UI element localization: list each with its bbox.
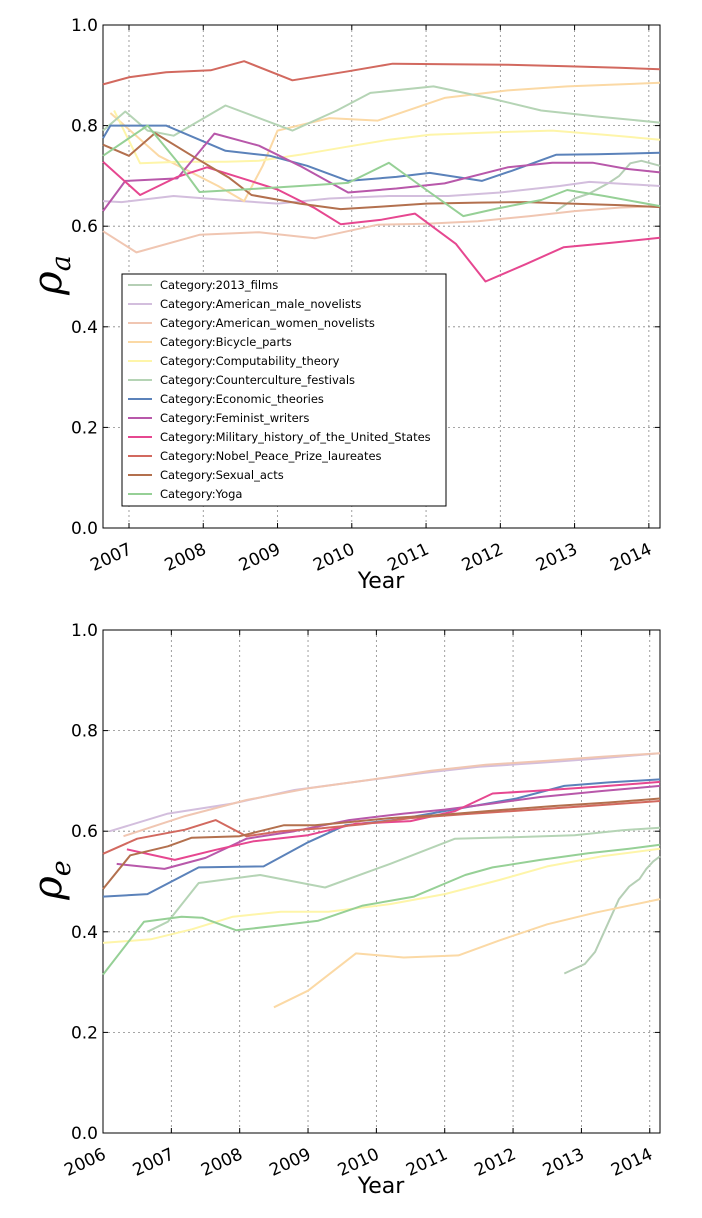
legend-label: Category:2013_films — [160, 278, 278, 292]
legend-label: Category:Yoga — [160, 487, 242, 501]
x-tick-label: 2007 — [87, 539, 135, 575]
chart-bottom-xlabel: Year — [357, 1174, 406, 1199]
x-tick-label: 2008 — [198, 1144, 246, 1180]
x-tick-label: 2014 — [607, 539, 655, 575]
series-line-computability-theory — [113, 110, 661, 165]
chart-top-ylabel-symbol: ρ — [25, 271, 71, 296]
chart-bottom-ylabel-symbol: ρ — [25, 876, 71, 901]
chart-bottom-ylabel-subscript: e — [46, 860, 77, 876]
chart-bottom-yticks: 0.0 0.2 0.4 0.6 0.8 1.0 — [71, 621, 660, 1144]
x-tick-label: 2014 — [608, 1144, 656, 1180]
x-tick-label: 2011 — [403, 1144, 451, 1180]
series-line-yoga — [102, 124, 661, 218]
x-tick-label: 2009 — [236, 539, 284, 575]
series-line-sexual-acts — [102, 132, 661, 211]
y-tick-label: 0.4 — [71, 923, 98, 943]
series-line-nobel-peace-prize-laureates — [102, 800, 661, 855]
legend-label: Category:Computability_theory — [160, 354, 340, 368]
series-line-yoga — [102, 843, 661, 976]
series-line-2013-films — [555, 159, 661, 212]
x-tick-label: 2012 — [459, 539, 507, 575]
chart-bottom: 0.00.20.40.60.81.0 2006 2007 2008 2009 2010 2… — [25, 621, 661, 1199]
chart-bottom-plot-area — [102, 629, 661, 1134]
y-tick-label: 1.0 — [71, 621, 98, 641]
x-tick-label: 2012 — [472, 1144, 520, 1180]
chart-top-yticks: 0.0 0.2 0.4 0.6 0.8 1.0 — [71, 16, 660, 539]
chart-top-xlabel: Year — [357, 569, 406, 594]
y-tick-label: 0.2 — [71, 418, 98, 438]
y-tick-label: 0.6 — [71, 822, 98, 842]
series-line-bicycle-parts — [273, 898, 661, 1009]
series-line-feminist-writers — [116, 784, 661, 870]
y-tick-label: 0.6 — [71, 217, 98, 237]
x-tick-label: 2013 — [540, 1144, 588, 1180]
x-tick-label: 2006 — [61, 1144, 109, 1180]
legend-label: Category:Nobel_Peace_Prize_laureates — [160, 449, 382, 463]
x-tick-label: 2010 — [310, 539, 358, 575]
y-tick-label: 0.8 — [71, 117, 98, 137]
chart-top: 0.00.20.40.60.81.0 2007 2008 2009 2010 2011 2… — [25, 16, 661, 594]
series-line-economic-theories — [102, 124, 661, 182]
chart-top-ylabel-subscript: a — [46, 255, 77, 271]
series-line-american-women-novelists — [123, 752, 661, 838]
legend-label: Category:Military_history_of_the_United_… — [160, 430, 431, 444]
chart-bottom-series — [102, 752, 661, 1009]
legend-label: Category:Sexual_acts — [160, 468, 284, 482]
series-line-counterculture-festivals — [102, 85, 661, 137]
legend-label: Category:Bicycle_parts — [160, 335, 292, 349]
legend-label: Category:American_male_novelists — [160, 297, 361, 311]
chart-top-legend: Category:2013_films Category:American_mal… — [121, 273, 447, 507]
series-line-computability-theory — [102, 847, 661, 944]
legend-label: Category:Feminist_writers — [160, 411, 309, 425]
chart-bottom-ylabel: ρe — [25, 860, 77, 901]
y-tick-label: 0.8 — [71, 722, 98, 742]
y-tick-label: 0.4 — [71, 318, 98, 338]
legend-box — [121, 273, 447, 507]
y-tick-label: 0.0 — [71, 1124, 98, 1144]
series-line-counterculture-festivals — [146, 826, 661, 933]
chart-top-ylabel: ρa — [25, 255, 77, 296]
series-line-sexual-acts — [102, 797, 661, 890]
y-tick-label: 0.0 — [71, 519, 98, 539]
series-line-american-women-novelists — [102, 205, 661, 254]
series-line-american-male-novelists — [102, 180, 661, 205]
legend-label: Category:Counterculture_festivals — [160, 373, 355, 387]
legend-label: Category:Economic_theories — [160, 392, 324, 406]
x-tick-label: 2013 — [533, 539, 581, 575]
y-tick-label: 1.0 — [71, 16, 98, 36]
chart-top-series — [102, 60, 661, 283]
series-line-bicycle-parts — [109, 81, 661, 203]
x-tick-label: 2009 — [266, 1144, 314, 1180]
series-line-2013-films — [563, 855, 661, 975]
legend-label: Category:American_women_novelists — [160, 316, 375, 330]
series-line-military-history-of-the-united-states — [102, 161, 661, 283]
series-line-nobel-peace-prize-laureates — [102, 60, 661, 86]
x-tick-label: 2007 — [130, 1144, 178, 1180]
y-tick-label: 0.2 — [71, 1023, 98, 1043]
x-tick-label: 2008 — [162, 539, 210, 575]
